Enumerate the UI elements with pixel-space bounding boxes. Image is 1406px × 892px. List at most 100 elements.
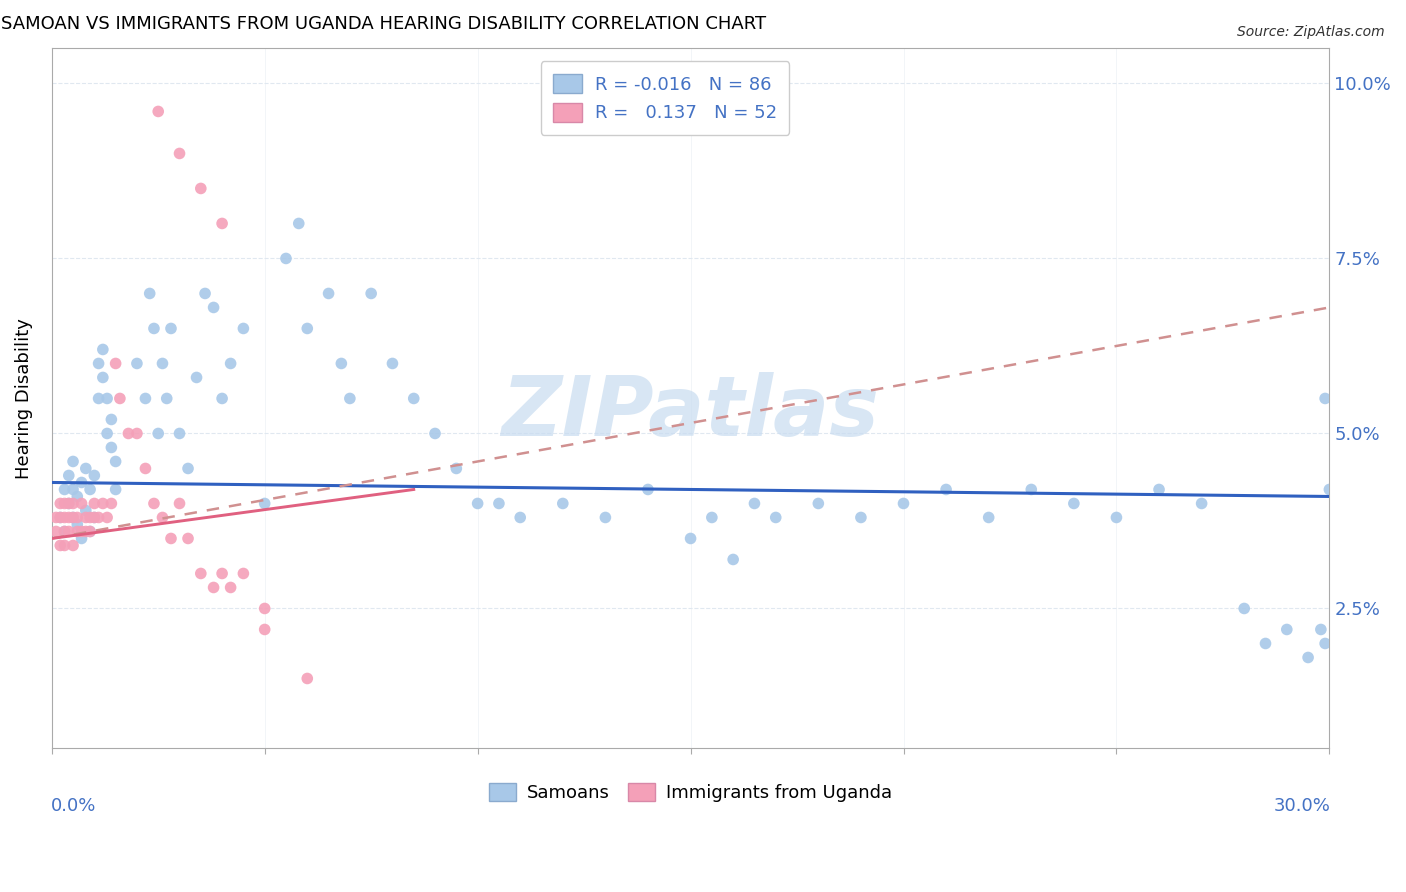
Point: [1319, 483, 1341, 497]
Point: [58, 468, 80, 483]
Point: [49, 496, 72, 510]
Point: [148, 426, 170, 441]
Point: [219, 581, 242, 595]
Point: [53, 496, 76, 510]
Point: [75, 510, 97, 524]
Point: [287, 217, 309, 231]
Point: [49, 510, 72, 524]
Point: [66, 524, 89, 539]
Point: [1275, 623, 1298, 637]
Point: [679, 532, 702, 546]
Point: [169, 426, 191, 441]
Point: [297, 672, 319, 686]
Point: [134, 461, 156, 475]
Point: [66, 510, 89, 524]
Y-axis label: Hearing Disability: Hearing Disability: [15, 318, 32, 479]
Point: [232, 321, 254, 335]
Point: [58, 496, 80, 510]
Point: [488, 496, 510, 510]
Point: [91, 343, 114, 357]
Point: [551, 496, 574, 510]
Point: [637, 483, 659, 497]
Point: [66, 517, 89, 532]
Point: [79, 510, 101, 524]
Point: [202, 301, 225, 315]
Point: [70, 532, 93, 546]
Point: [83, 510, 105, 524]
Point: [1309, 623, 1331, 637]
Point: [152, 356, 174, 370]
Point: [1296, 650, 1319, 665]
Text: 0.0%: 0.0%: [51, 797, 96, 815]
Point: [100, 412, 122, 426]
Point: [318, 286, 340, 301]
Point: [125, 356, 148, 370]
Point: [75, 461, 97, 475]
Point: [70, 475, 93, 490]
Point: [83, 496, 105, 510]
Point: [53, 524, 76, 539]
Point: [893, 496, 915, 510]
Point: [186, 370, 208, 384]
Point: [53, 510, 76, 524]
Point: [219, 356, 242, 370]
Point: [765, 510, 787, 524]
Point: [125, 426, 148, 441]
Point: [177, 532, 200, 546]
Point: [156, 392, 179, 406]
Point: [83, 510, 105, 524]
Point: [66, 490, 89, 504]
Point: [1233, 601, 1256, 615]
Point: [79, 524, 101, 539]
Point: [87, 356, 110, 370]
Point: [117, 426, 139, 441]
Point: [62, 539, 84, 553]
Point: [297, 321, 319, 335]
Point: [177, 461, 200, 475]
Point: [45, 524, 67, 539]
Point: [100, 441, 122, 455]
Point: [274, 252, 297, 266]
Point: [62, 510, 84, 524]
Point: [202, 581, 225, 595]
Point: [1019, 483, 1042, 497]
Point: [79, 483, 101, 497]
Point: [75, 524, 97, 539]
Point: [104, 483, 127, 497]
Point: [330, 356, 353, 370]
Point: [49, 510, 72, 524]
Point: [160, 532, 183, 546]
Point: [169, 496, 191, 510]
Point: [87, 510, 110, 524]
Point: [194, 286, 217, 301]
Point: [70, 496, 93, 510]
Point: [53, 483, 76, 497]
Text: SAMOAN VS IMMIGRANTS FROM UGANDA HEARING DISABILITY CORRELATION CHART: SAMOAN VS IMMIGRANTS FROM UGANDA HEARING…: [0, 15, 766, 33]
Point: [53, 539, 76, 553]
Point: [1313, 636, 1336, 650]
Point: [211, 392, 233, 406]
Point: [381, 356, 404, 370]
Point: [49, 539, 72, 553]
Text: ZIPatlas: ZIPatlas: [502, 372, 880, 453]
Point: [160, 321, 183, 335]
Point: [977, 510, 1000, 524]
Legend: Samoans, Immigrants from Uganda: Samoans, Immigrants from Uganda: [482, 776, 900, 809]
Point: [96, 426, 118, 441]
Point: [211, 217, 233, 231]
Text: 30.0%: 30.0%: [1274, 797, 1330, 815]
Point: [253, 601, 276, 615]
Point: [91, 496, 114, 510]
Point: [96, 392, 118, 406]
Point: [595, 510, 617, 524]
Point: [104, 454, 127, 468]
Point: [744, 496, 766, 510]
Point: [807, 496, 830, 510]
Point: [58, 510, 80, 524]
Point: [423, 426, 446, 441]
Point: [339, 392, 361, 406]
Point: [446, 461, 468, 475]
Point: [169, 146, 191, 161]
Point: [45, 510, 67, 524]
Point: [143, 321, 166, 335]
